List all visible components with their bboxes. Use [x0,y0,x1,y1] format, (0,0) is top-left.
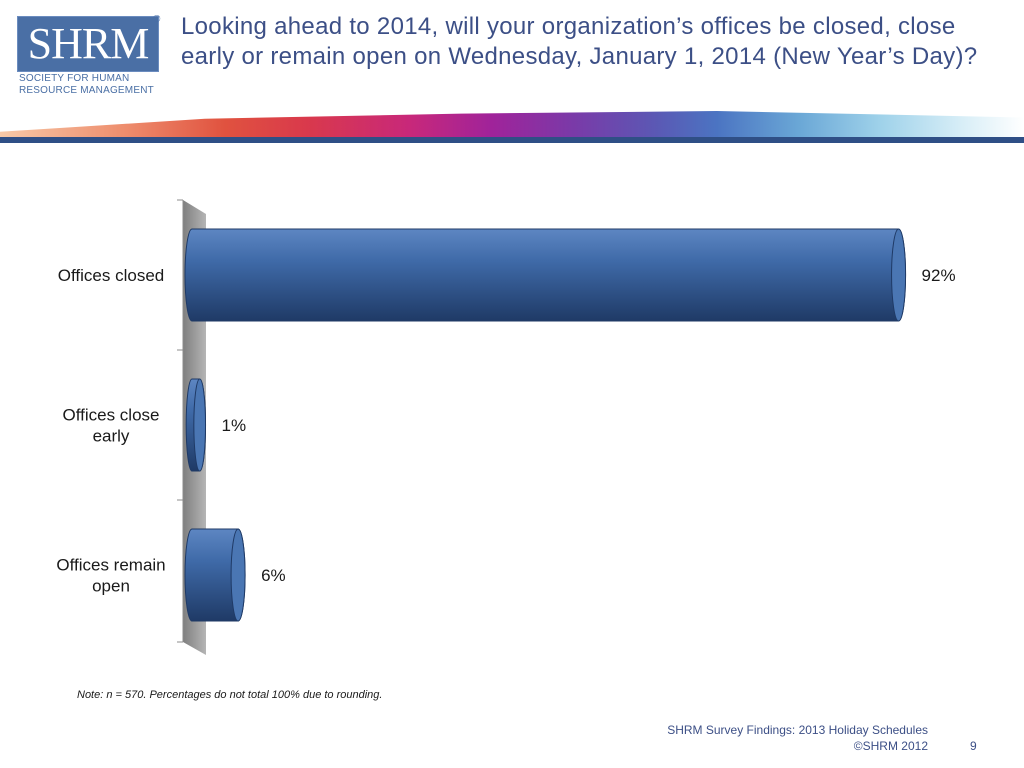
bar-end-cap [891,228,907,322]
footer-source: SHRM Survey Findings: 2013 Holiday Sched… [667,723,928,737]
data-label: 1% [222,416,247,435]
header-divider [0,137,1024,143]
logo-subtitle: Society for Human Resource Management [19,73,169,97]
bar-chart: 92% Offices closed 1% Offices close early 6% O… [56,199,956,655]
bar [184,228,907,322]
bar-body [184,228,907,322]
data-label: 6% [261,566,286,585]
category-label: Offices close [62,406,159,425]
category-label: Offices closed [58,266,164,285]
chart-note: Note: n = 570. Percentages do not total … [77,689,383,701]
logo-registered-mark: ® [153,14,161,25]
logo-subtitle-line2: Resource Management [19,85,154,96]
logo-mark-text: SHRM [27,19,150,68]
slide-title: Looking ahead to 2014, will your organiz… [181,13,978,70]
page-number: 9 [970,739,977,753]
bar [184,528,246,622]
bar-end-cap [230,528,246,622]
category-label: open [92,577,130,596]
category-label: early [93,427,130,446]
decorative-color-band [0,111,1024,137]
category-label: Offices remain [56,556,165,575]
shrm-logo: SHRM ® Society for Human Resource Manage… [17,14,163,104]
bar [185,378,207,472]
bar-end-cap [193,378,207,472]
logo-subtitle-line1: Society for Human [19,73,130,84]
data-label: 92% [922,266,956,285]
footer-copyright: ©SHRM 2012 [853,739,928,753]
logo-mark: SHRM [17,16,159,72]
